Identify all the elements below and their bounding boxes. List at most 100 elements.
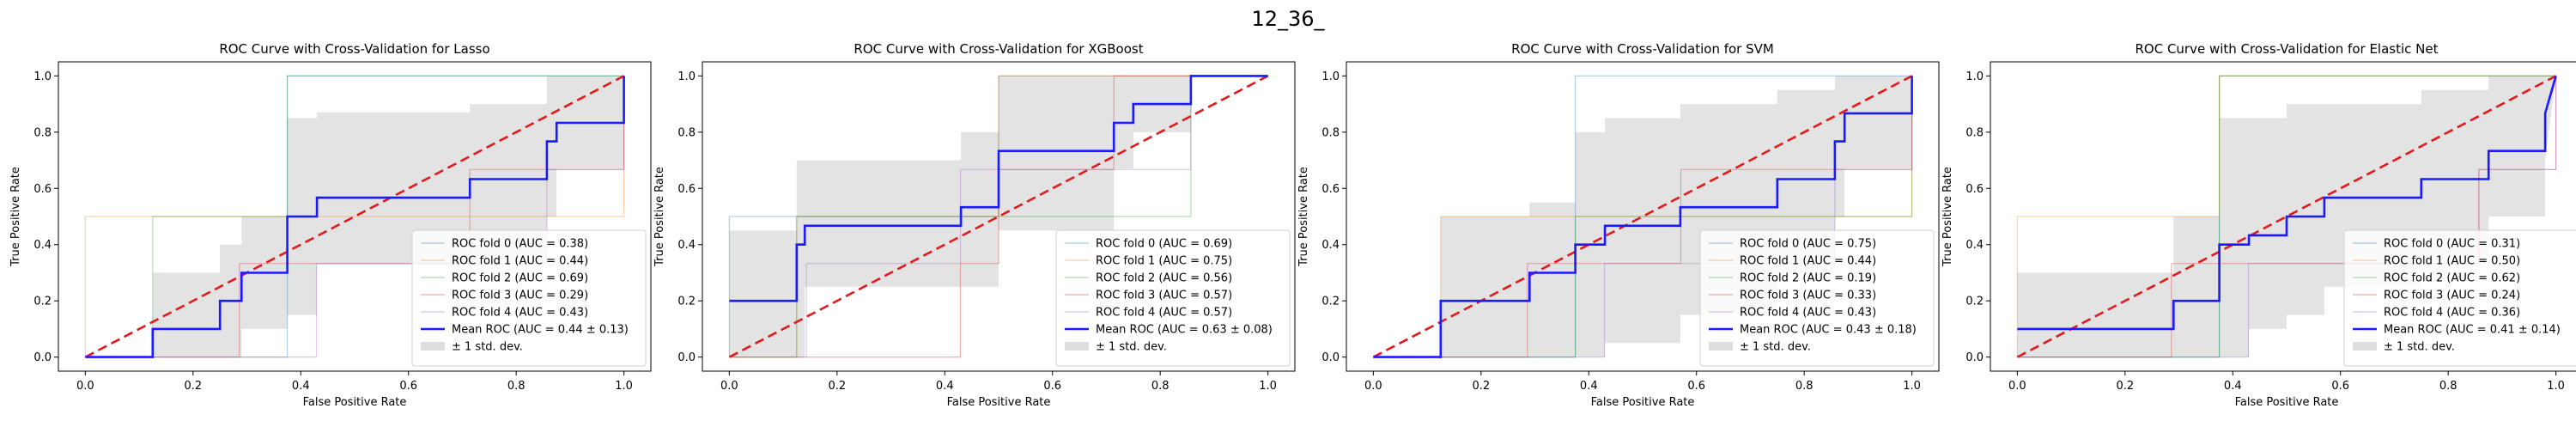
y-tick-label: 0.0 [677, 351, 696, 364]
legend-std-swatch [1065, 342, 1089, 351]
figure-suptitle: 12_36_ [1251, 7, 1325, 31]
x-tick-label: 0.8 [1795, 380, 1814, 393]
x-tick-label: 1.0 [615, 380, 633, 393]
x-tick-label: 0.6 [1687, 380, 1705, 393]
mean-roc-line [729, 75, 1268, 302]
axes-frame [58, 61, 652, 372]
legend-box [411, 229, 647, 367]
legend-entry-label: ROC fold 1 (AUC = 0.44) [1740, 255, 1876, 268]
y-tick-label: 0.6 [1321, 183, 1340, 196]
axes-frame [1990, 61, 2576, 372]
legend: ROC fold 0 (AUC = 0.69) ROC fold 1 (AUC =… [1055, 229, 1291, 367]
x-tick-label: 0.2 [2116, 380, 2134, 393]
legend-entry-label: ROC fold 0 (AUC = 0.69) [1096, 238, 1232, 251]
legend-entry-label: ROC fold 0 (AUC = 0.75) [1740, 238, 1876, 251]
legend-entry-label: ± 1 std. dev. [2384, 341, 2455, 354]
legend-entry-label: Mean ROC (AUC = 0.43 ± 0.18) [1740, 324, 1917, 337]
mean-roc-line [2017, 76, 2557, 331]
roc-panel-1: 0.0 0.0 0.2 0.2 0.4 0.4 0.6 0.6 0.8 0.8 1.0 1.0 ROC … [653, 41, 1296, 409]
chart-title: ROC Curve with Cross-Validation for Elas… [2135, 41, 2438, 57]
x-tick-label: 0.4 [292, 380, 310, 393]
legend-entry-label: ROC fold 4 (AUC = 0.43) [452, 307, 588, 320]
roc-fold-3-line [1373, 76, 1913, 358]
legend-entry-label: ± 1 std. dev. [1096, 341, 1167, 354]
roc-fold-0-line [728, 75, 1268, 357]
legend: ROC fold 0 (AUC = 0.31) ROC fold 1 (AUC =… [2343, 229, 2576, 367]
y-tick-label: 0.8 [677, 126, 696, 139]
roc-panel-3: 0.0 0.0 0.2 0.2 0.4 0.4 0.6 0.6 0.8 0.8 1.0 1.0 ROC … [1941, 41, 2576, 409]
y-tick-label: 1.0 [33, 70, 52, 83]
legend-entry-label: ROC fold 2 (AUC = 0.19) [1740, 272, 1876, 285]
x-tick-label: 0.4 [1580, 380, 1598, 393]
roc-panel-0: 0.0 0.0 0.2 0.2 0.4 0.4 0.6 0.6 0.8 0.8 1.0 1.0 ROC … [9, 41, 652, 409]
legend-std-swatch [2353, 342, 2377, 351]
y-tick-label: 0.4 [677, 239, 696, 252]
y-tick-label: 1.0 [1321, 70, 1340, 83]
y-tick-label: 0.2 [33, 296, 52, 308]
legend-entry-label: ROC fold 2 (AUC = 0.56) [1096, 272, 1232, 285]
mean-roc-line [85, 76, 625, 358]
x-tick-label: 1.0 [1903, 380, 1921, 393]
x-tick-label: 1.0 [2547, 380, 2565, 393]
mean-roc-line [1373, 76, 1913, 358]
x-tick-label: 0.4 [936, 380, 954, 393]
legend-entry-label: ROC fold 0 (AUC = 0.38) [452, 238, 588, 251]
legend: ROC fold 0 (AUC = 0.75) ROC fold 1 (AUC =… [1699, 229, 1935, 367]
y-tick-label: 0.8 [1965, 126, 1984, 139]
x-axis-label: False Positive Rate [2235, 396, 2339, 409]
legend-std-swatch [421, 342, 445, 351]
chart-title: ROC Curve with Cross-Validation for SVM [1511, 41, 1774, 57]
roc-fold-1-line [729, 75, 1268, 358]
roc-fold-1-line [84, 76, 625, 357]
legend-entry-label: ROC fold 3 (AUC = 0.29) [452, 290, 588, 302]
x-tick-label: 0.2 [184, 380, 202, 393]
roc-panel-2: 0.0 0.0 0.2 0.2 0.4 0.4 0.6 0.6 0.8 0.8 1.0 1.0 ROC … [1297, 41, 1940, 409]
chart-title: ROC Curve with Cross-Validation for Lass… [219, 41, 489, 57]
y-tick-label: 0.6 [677, 183, 696, 196]
y-axis-label: True Positive Rate [653, 167, 666, 267]
legend-entry-label: ROC fold 3 (AUC = 0.57) [1096, 290, 1232, 302]
legend-entry-label: ROC fold 4 (AUC = 0.57) [1096, 307, 1232, 320]
x-tick-label: 1.0 [1259, 380, 1277, 393]
roc-fold-1-line [2016, 75, 2556, 357]
y-tick-label: 0.8 [1321, 126, 1340, 139]
legend-entry-label: Mean ROC (AUC = 0.41 ± 0.14) [2384, 324, 2561, 337]
legend-entry-label: ROC fold 1 (AUC = 0.50) [2384, 255, 2520, 268]
y-axis-label: True Positive Rate [1297, 167, 1310, 267]
y-tick-label: 0.0 [33, 351, 52, 364]
legend-entry-label: ROC fold 1 (AUC = 0.75) [1096, 255, 1232, 268]
x-axis-label: False Positive Rate [303, 396, 407, 409]
axes-frame [1346, 61, 1940, 372]
x-tick-label: 0.2 [828, 380, 846, 393]
y-tick-label: 0.4 [1321, 239, 1340, 252]
y-tick-label: 0.4 [33, 239, 52, 252]
legend-entry-label: ROC fold 4 (AUC = 0.43) [1740, 307, 1876, 320]
roc-fold-2-line [2017, 75, 2556, 358]
y-tick-label: 0.8 [33, 126, 52, 139]
legend: ROC fold 0 (AUC = 0.38) ROC fold 1 (AUC =… [411, 229, 647, 367]
legend-entry-label: ROC fold 3 (AUC = 0.24) [2384, 290, 2520, 302]
roc-fold-0-line [2017, 75, 2556, 358]
x-axis-label: False Positive Rate [947, 396, 1051, 409]
y-axis-label: True Positive Rate [1941, 167, 1954, 267]
y-tick-label: 0.6 [1965, 183, 1984, 196]
x-tick-label: 0.2 [1472, 380, 1490, 393]
y-tick-label: 1.0 [677, 70, 696, 83]
roc-fold-2-line [1373, 76, 1913, 358]
x-tick-label: 0.6 [2331, 380, 2349, 393]
x-tick-label: 0.0 [2008, 380, 2026, 393]
x-tick-label: 0.8 [1151, 380, 1170, 393]
x-tick-label: 0.8 [2439, 380, 2458, 393]
y-tick-label: 0.2 [677, 296, 696, 308]
legend-box [1699, 229, 1935, 367]
y-tick-label: 0.0 [1965, 351, 1984, 364]
roc-fold-0-line [1373, 75, 1912, 358]
legend-box [2343, 229, 2576, 367]
x-tick-label: 0.0 [76, 380, 94, 393]
legend-entry-label: ROC fold 2 (AUC = 0.62) [2384, 272, 2520, 285]
y-tick-label: 0.2 [1321, 296, 1340, 308]
y-tick-label: 1.0 [1965, 70, 1984, 83]
legend-std-swatch [1709, 342, 1733, 351]
legend-entry-label: ROC fold 2 (AUC = 0.69) [452, 272, 588, 285]
